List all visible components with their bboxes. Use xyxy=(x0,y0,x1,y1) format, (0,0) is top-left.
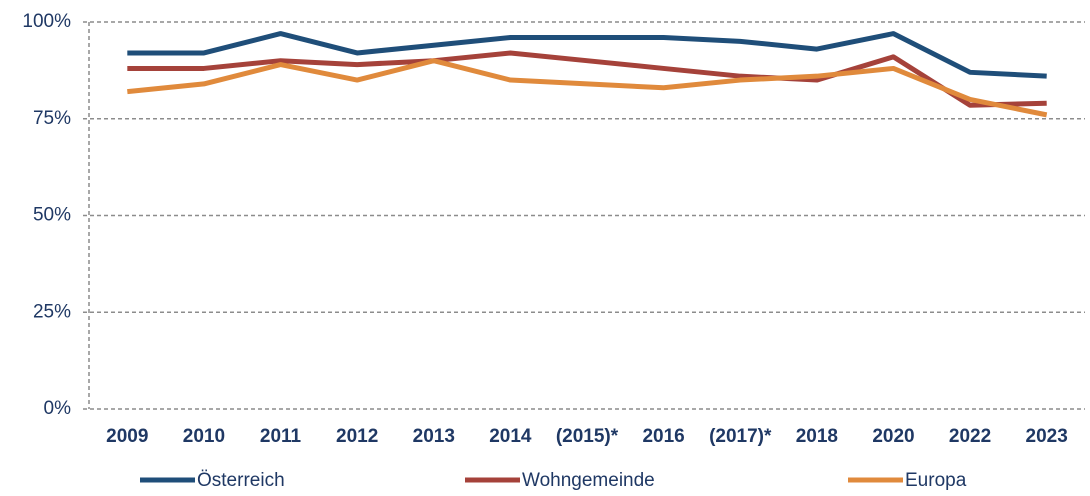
x-tick-label: 2012 xyxy=(336,426,378,447)
y-tick-label: 25% xyxy=(33,301,71,322)
y-tick-label: 0% xyxy=(44,398,72,419)
y-tick-label: 100% xyxy=(22,11,71,32)
y-tick-label: 75% xyxy=(33,108,71,129)
series-line xyxy=(127,50,1047,108)
x-tick-label: 2011 xyxy=(260,426,302,447)
x-tick-label: 2014 xyxy=(489,426,532,447)
x-tick-label: 2022 xyxy=(949,426,991,447)
x-tick-label: (2015)* xyxy=(556,426,619,447)
series-line xyxy=(127,58,1048,118)
x-tick-label: 2009 xyxy=(106,426,148,447)
y-tick-label: 50% xyxy=(33,205,71,226)
legend-label: Österreich xyxy=(197,470,285,491)
x-tick-label: (2017)* xyxy=(709,426,772,447)
x-tick-label: 2020 xyxy=(872,426,914,447)
series-line xyxy=(127,31,1047,79)
legend-label: Europa xyxy=(905,470,967,491)
legend-label: Wohngemeinde xyxy=(522,470,655,491)
x-tick-label: 2013 xyxy=(413,426,455,447)
x-tick-label: 2010 xyxy=(183,426,225,447)
x-tick-label: 2023 xyxy=(1026,426,1068,447)
x-tick-label: 2018 xyxy=(796,426,838,447)
x-tick-label: 2016 xyxy=(642,426,684,447)
